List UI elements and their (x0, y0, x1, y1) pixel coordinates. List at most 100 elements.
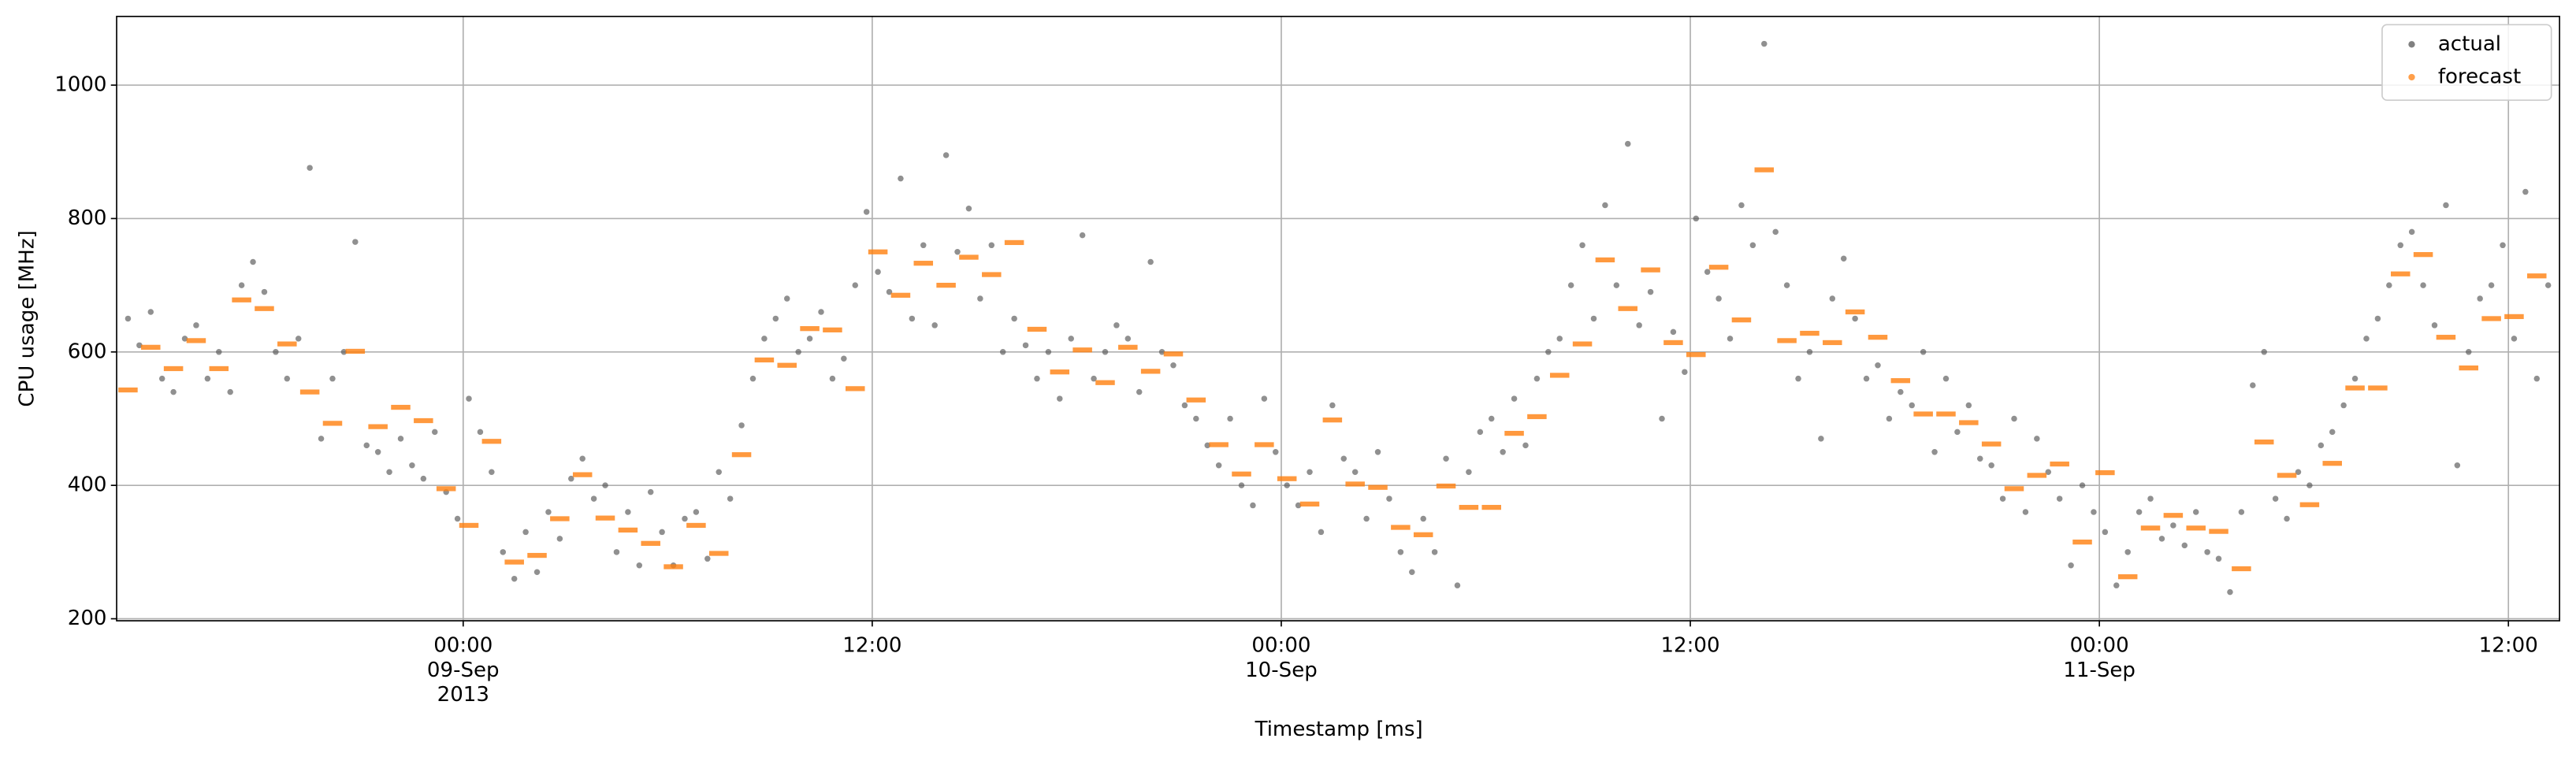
forecast-dash (2345, 385, 2365, 391)
data-point (1057, 395, 1063, 402)
data-point (170, 388, 177, 395)
data-point (1909, 402, 1915, 409)
data-point (1351, 469, 1359, 475)
data-point (2102, 529, 2109, 536)
forecast-dash (641, 540, 660, 546)
y-axis-title: CPU usage [MHz] (13, 230, 39, 407)
forecast-dash (255, 306, 274, 311)
data-point (1715, 295, 1722, 302)
forecast-dash (1618, 306, 1638, 311)
data-point (1091, 375, 1097, 382)
forecast-dash (2504, 314, 2524, 320)
forecast-dash (232, 297, 251, 302)
data-point (2045, 469, 2052, 475)
data-point (318, 436, 325, 442)
data-point (965, 205, 972, 212)
data-point (386, 469, 392, 475)
data-point (273, 349, 279, 355)
forecast-dash (2027, 473, 2047, 478)
data-point (942, 152, 950, 158)
forecast-dash (572, 472, 593, 477)
forecast-dash (1572, 341, 1593, 347)
data-point (1704, 269, 1711, 275)
forecast-dash (1800, 330, 1820, 336)
data-point (2318, 442, 2325, 449)
data-point (795, 349, 801, 355)
data-point (1147, 258, 1154, 265)
data-point (1431, 549, 1438, 555)
data-point (1976, 455, 1983, 462)
forecast-dash (2117, 574, 2138, 580)
x-tick-label: 00:00 09-Sep 2013 (426, 632, 500, 707)
legend-marker (2408, 41, 2415, 48)
data-point (818, 309, 824, 315)
data-point (1124, 336, 1132, 342)
forecast-dash (2254, 439, 2274, 445)
data-point (682, 515, 688, 522)
data-point (579, 455, 585, 462)
data-point (931, 322, 938, 328)
x-tick-label: 00:00 10-Sep (1245, 632, 1318, 682)
forecast-dash (163, 366, 184, 372)
data-point (2250, 382, 2256, 388)
data-point (1863, 375, 1870, 382)
data-point (2544, 282, 2552, 288)
forecast-dash (1663, 340, 1683, 346)
forecast-dash (982, 272, 1002, 277)
data-point (2136, 509, 2143, 515)
forecast-dash (1959, 420, 1979, 425)
data-point (1295, 502, 1302, 509)
data-point (1795, 375, 1801, 382)
forecast-dash (777, 362, 797, 368)
data-point (2079, 482, 2086, 488)
forecast-dash (1936, 411, 1956, 417)
data-point (1613, 282, 1620, 288)
data-point (2261, 349, 2267, 355)
data-point (863, 209, 870, 215)
legend-label: forecast (2438, 65, 2521, 88)
data-point (568, 475, 574, 482)
data-point (2192, 509, 2199, 515)
forecast-dash (141, 344, 161, 350)
forecast-dash (1549, 373, 1570, 378)
data-point (2533, 375, 2541, 382)
forecast-dash (1459, 504, 1479, 510)
data-point (1898, 388, 1904, 395)
data-point (1670, 328, 1677, 336)
data-point (2431, 322, 2438, 328)
data-point (988, 242, 995, 249)
data-point (2113, 582, 2120, 588)
data-point (2363, 336, 2370, 342)
y-tick-label: 200 (68, 607, 107, 630)
data-point (954, 249, 961, 255)
data-point (772, 315, 779, 322)
data-point (2488, 282, 2495, 288)
data-point (1227, 415, 1233, 422)
data-point (227, 388, 233, 395)
forecast-dash (2322, 461, 2342, 466)
data-point (511, 575, 518, 582)
forecast-dash (459, 522, 479, 529)
forecast-dash (754, 357, 775, 363)
data-point (284, 375, 291, 382)
data-point (2147, 495, 2154, 502)
data-point (2124, 549, 2131, 555)
data-point (1045, 349, 1052, 355)
data-point (1579, 242, 1585, 249)
data-point (158, 375, 165, 382)
data-point (1284, 482, 1290, 488)
data-point (2295, 469, 2302, 475)
forecast-dash (1731, 317, 1752, 323)
forecast-dash (2481, 316, 2501, 321)
data-point (2500, 242, 2506, 249)
x-tick-label: 12:00 (1660, 632, 1720, 657)
data-point (1022, 342, 1029, 349)
data-point (489, 469, 495, 475)
data-point (783, 295, 790, 302)
forecast-dash (118, 387, 138, 393)
data-point (2238, 509, 2245, 515)
forecast-dash (345, 348, 366, 354)
forecast-dash (1232, 471, 1251, 477)
data-point (920, 242, 927, 249)
forecast-dash (1527, 414, 1547, 420)
